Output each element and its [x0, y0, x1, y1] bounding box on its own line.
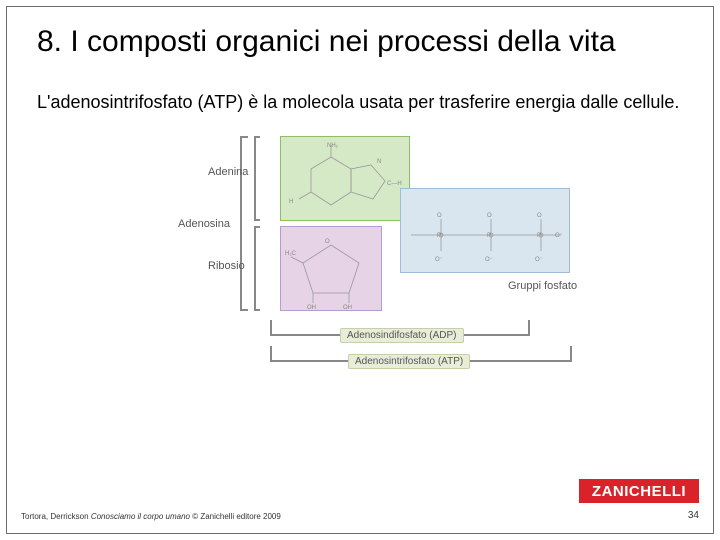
publisher-logo: ZANICHELLI [579, 479, 699, 503]
label-atp: Adenosintrifosfato (ATP) [348, 354, 470, 369]
publisher-logo-text: ZANICHELLI [592, 483, 686, 500]
svg-text:P: P [537, 233, 541, 239]
ribose-structure-icon: O H₂C OH OH [281, 227, 383, 312]
footer-copyright: © Zanichelli editore 2009 [192, 512, 281, 521]
svg-text:O: O [437, 213, 442, 219]
ribose-region: O H₂C OH OH [280, 226, 382, 311]
svg-text:O: O [487, 213, 492, 219]
svg-text:H₂C: H₂C [285, 251, 297, 257]
svg-text:O: O [325, 239, 330, 245]
slide-content: 8. I composti organici nei processi dell… [7, 7, 713, 378]
svg-text:O: O [537, 213, 542, 219]
svg-text:N: N [377, 159, 381, 165]
adenine-region: NH₂ H N C—H [280, 136, 410, 221]
phosphate-structure-icon: O O O P P P O⁻ O⁻ O⁻ O⁻ [401, 189, 571, 274]
label-ribosio: Ribosio [208, 260, 245, 272]
svg-text:H: H [289, 199, 293, 205]
svg-text:OH: OH [343, 305, 352, 311]
svg-text:P: P [437, 233, 441, 239]
svg-text:O⁻: O⁻ [485, 257, 493, 263]
diagram-container: NH₂ H N C—H O [37, 128, 683, 378]
svg-text:O⁻: O⁻ [435, 257, 443, 263]
svg-text:C—H: C—H [387, 181, 402, 187]
svg-text:NH₂: NH₂ [327, 143, 339, 149]
footer-book-title: Conosciamo il corpo umano [91, 512, 190, 521]
svg-text:O⁻: O⁻ [555, 233, 563, 239]
page-number: 34 [688, 510, 699, 521]
svg-text:OH: OH [307, 305, 316, 311]
phosphate-region: O O O P P P O⁻ O⁻ O⁻ O⁻ [400, 188, 570, 273]
label-adenosina: Adenosina [178, 218, 230, 230]
label-adenina: Adenina [208, 166, 248, 178]
atp-diagram: NH₂ H N C—H O [110, 128, 610, 378]
footer-credit: Tortora, Derrickson Conosciamo il corpo … [21, 512, 281, 521]
ribose-bracket [254, 226, 260, 311]
slide-frame: 8. I composti organici nei processi dell… [6, 6, 714, 534]
footer-authors: Tortora, Derrickson [21, 512, 89, 521]
label-adp: Adenosindifosfato (ADP) [340, 328, 464, 343]
label-gruppi-fosfato: Gruppi fosfato [508, 280, 577, 292]
slide-body-text: L'adenosintrifosfato (ATP) è la molecola… [37, 84, 683, 120]
adenosina-bracket [240, 136, 248, 311]
adenine-structure-icon: NH₂ H N C—H [281, 137, 411, 222]
svg-text:O⁻: O⁻ [535, 257, 543, 263]
adenine-bracket [254, 136, 260, 221]
svg-text:P: P [487, 233, 491, 239]
slide-title: 8. I composti organici nei processi dell… [37, 25, 683, 60]
